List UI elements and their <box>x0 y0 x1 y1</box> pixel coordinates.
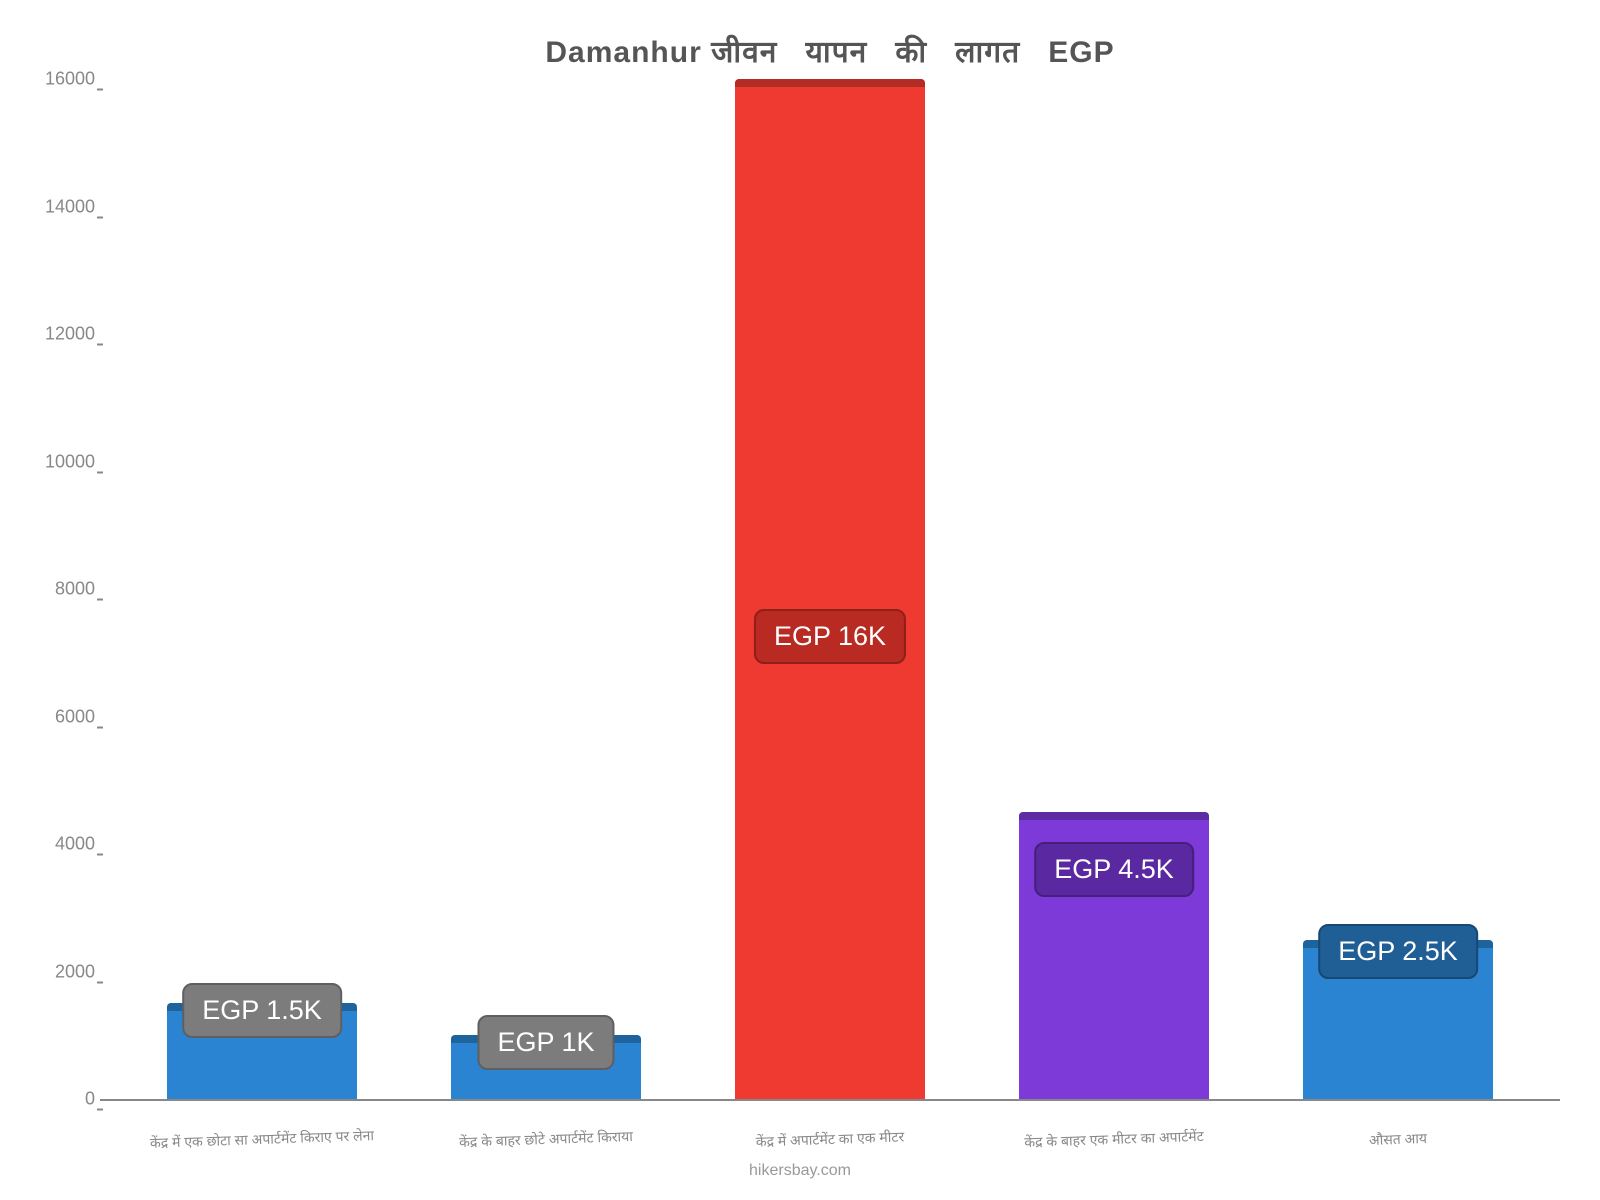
x-axis-label: केंद्र के बाहर एक मीटर का अपार्टमेंट <box>972 1125 1256 1154</box>
x-axis-label: केंद्र के बाहर छोटे अपार्टमेंट किराया <box>404 1125 688 1154</box>
bar: EGP 16K <box>735 79 925 1099</box>
y-tick-label: 14000 <box>40 196 95 217</box>
x-axis-label: केंद्र में अपार्टमेंट का एक मीटर <box>688 1125 972 1154</box>
y-tick-label: 6000 <box>40 706 95 727</box>
bar-value-label: EGP 1K <box>477 1015 614 1070</box>
chart-title: Damanhur जीवन यापन की लागत EGP <box>100 30 1560 71</box>
y-tick-label: 8000 <box>40 579 95 600</box>
x-axis-labels: केंद्र में एक छोटा सा अपार्टमेंट किराए प… <box>100 1130 1560 1149</box>
bar-group: EGP 1.5K <box>120 1003 404 1099</box>
bar: EGP 4.5K <box>1019 812 1209 1099</box>
y-tick-label: 16000 <box>40 69 95 90</box>
chart-container: Damanhur जीवन यापन की लागत EGP 020004000… <box>0 0 1600 1200</box>
bar-value-label: EGP 16K <box>754 609 906 664</box>
y-tick-label: 2000 <box>40 961 95 982</box>
bar-value-label: EGP 4.5K <box>1034 842 1194 897</box>
bar-group: EGP 2.5K <box>1256 940 1540 1099</box>
y-axis: 0200040006000800010000120001400016000 <box>40 81 95 1099</box>
bar-group: EGP 16K <box>688 79 972 1099</box>
y-tick-label: 0 <box>40 1089 95 1110</box>
footer-credit: hikersbay.com <box>0 1162 1600 1180</box>
bars-region: EGP 1.5K EGP 1K EGP 16K EGP 4.5K EGP 2.5K <box>100 81 1560 1099</box>
x-axis-label: केंद्र में एक छोटा सा अपार्टमेंट किराए प… <box>120 1125 404 1154</box>
plot-area: 0200040006000800010000120001400016000 EG… <box>100 81 1560 1101</box>
bar: EGP 1K <box>451 1035 641 1099</box>
bar-group: EGP 4.5K <box>972 812 1256 1099</box>
bar-value-label: EGP 1.5K <box>182 983 342 1038</box>
y-tick-label: 12000 <box>40 324 95 345</box>
y-tick-label: 10000 <box>40 451 95 472</box>
bar: EGP 1.5K <box>167 1003 357 1099</box>
y-tick-label: 4000 <box>40 834 95 855</box>
x-axis-label: औसत आय <box>1256 1125 1540 1154</box>
bar: EGP 2.5K <box>1303 940 1493 1099</box>
bar-value-label: EGP 2.5K <box>1318 924 1478 979</box>
bar-group: EGP 1K <box>404 1035 688 1099</box>
